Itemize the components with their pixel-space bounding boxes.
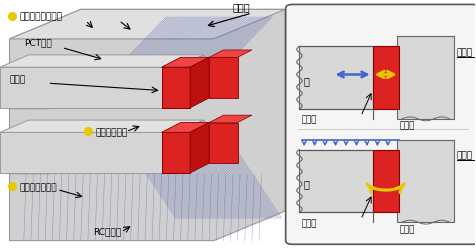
Polygon shape (0, 120, 204, 132)
Text: 接合面の鉄筋: 接合面の鉄筋 (95, 128, 127, 137)
Polygon shape (10, 9, 285, 39)
Polygon shape (10, 9, 285, 241)
Text: RC橋台壁: RC橋台壁 (92, 227, 120, 237)
Polygon shape (161, 67, 190, 108)
Text: フランジ切り欠き: フランジ切り欠き (19, 12, 62, 21)
Text: 接合面: 接合面 (301, 116, 317, 124)
FancyBboxPatch shape (397, 140, 454, 222)
Polygon shape (161, 57, 208, 67)
Text: 接合面: 接合面 (10, 75, 26, 84)
Polygon shape (0, 55, 204, 67)
Polygon shape (208, 50, 251, 57)
FancyBboxPatch shape (372, 150, 398, 212)
Text: PCT形桁: PCT形桁 (24, 38, 51, 47)
Polygon shape (176, 120, 204, 173)
FancyBboxPatch shape (285, 4, 476, 244)
Text: せん断: せん断 (456, 48, 472, 57)
Text: 桁: 桁 (303, 179, 308, 189)
Polygon shape (208, 57, 237, 98)
FancyBboxPatch shape (397, 36, 454, 119)
Polygon shape (0, 132, 176, 173)
FancyBboxPatch shape (299, 150, 372, 212)
Polygon shape (190, 57, 208, 108)
Text: 橋台壁: 橋台壁 (399, 122, 414, 131)
Text: 橋台壁: 橋台壁 (399, 225, 414, 234)
Polygon shape (0, 67, 176, 108)
Text: フランジの鉄筋: フランジの鉄筋 (19, 183, 57, 192)
Text: 接合面: 接合面 (301, 219, 317, 228)
Polygon shape (190, 123, 208, 173)
Polygon shape (208, 115, 251, 123)
FancyBboxPatch shape (299, 46, 372, 109)
Polygon shape (161, 132, 190, 173)
Polygon shape (10, 123, 133, 174)
Polygon shape (176, 55, 204, 108)
Polygon shape (208, 123, 237, 163)
Text: ねじり: ねじり (456, 151, 472, 160)
Polygon shape (161, 123, 208, 132)
FancyBboxPatch shape (372, 46, 398, 109)
Polygon shape (10, 57, 133, 109)
Text: 接合部: 接合部 (232, 2, 250, 12)
Text: 桁: 桁 (303, 76, 308, 86)
